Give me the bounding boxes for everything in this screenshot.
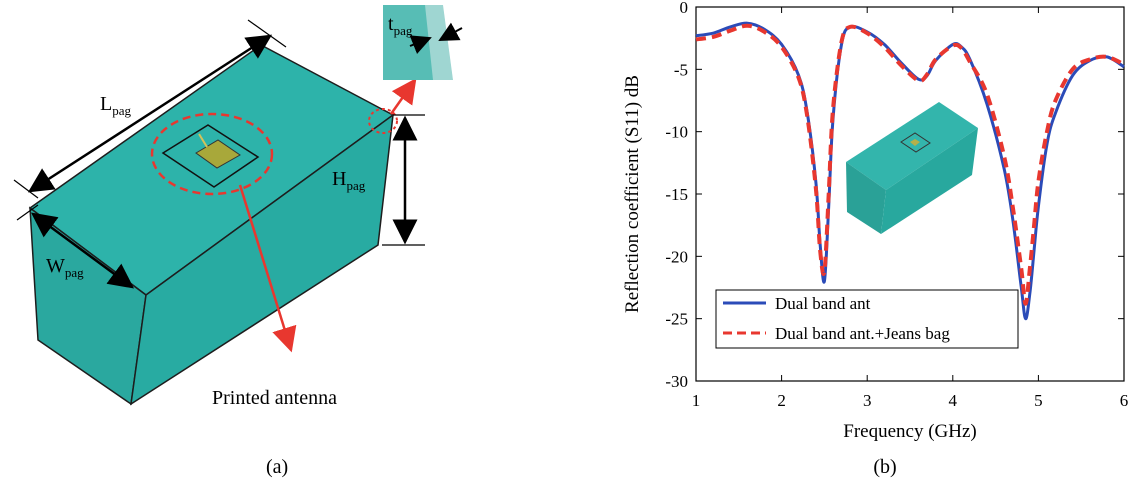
width-label: Wpag	[46, 255, 84, 280]
bag-inset	[846, 102, 978, 234]
y-tick-label: -30	[665, 372, 688, 391]
caption-a: (a)	[266, 456, 288, 478]
panel-b-chart: 1 2 3 4 5 6 0 -5 -10 -15 -20 -25 -30 Dual band ant D…	[622, 0, 1128, 478]
y-tick-label: -25	[665, 310, 688, 329]
printed-antenna-label: Printed antenna	[212, 387, 337, 409]
y-tick-label: -10	[665, 123, 688, 142]
inset-inner	[383, 5, 433, 80]
height-label: Hpag	[332, 168, 366, 193]
width-arrow	[30, 212, 135, 289]
inset-front-face	[846, 162, 886, 234]
series-line-2	[695, 23, 1125, 306]
x-tick-label: 2	[777, 391, 786, 410]
inset-top-face	[846, 102, 978, 190]
legend-label-series-1: Dual band ant	[775, 294, 871, 313]
x-tick-label: 1	[692, 391, 701, 410]
legend-box	[715, 289, 1019, 349]
length-arrow	[27, 34, 273, 193]
caption-b: (b)	[873, 456, 896, 478]
inset-antenna-substrate	[900, 132, 931, 153]
thickness-label: tpag	[388, 13, 413, 38]
x-tick-label: 3	[863, 391, 872, 410]
length-dimension: Lpag	[13, 19, 287, 199]
y-tick-label: -15	[665, 185, 688, 204]
thickness-arrow-2	[409, 35, 432, 54]
thickness-inset: tpag	[383, 5, 463, 80]
bag-box	[28, 44, 395, 406]
y-axis-label: Reflection coefficient (S11) dB	[622, 75, 643, 313]
panel-a-illustration: tpag Lpag Wpag Hpag Printed antenna (a)	[13, 5, 463, 478]
corner-pointer-arrow	[389, 77, 417, 115]
chart-curves	[695, 21, 1125, 321]
inset-antenna-patch	[910, 139, 920, 146]
axis-ticks: 1 2 3 4 5 6 0 -5 -10 -15 -20 -25 -30	[665, 0, 1128, 410]
width-dimension: Wpag	[16, 204, 135, 289]
x-tick-label: 5	[1034, 391, 1043, 410]
y-tick-label: 0	[680, 0, 689, 17]
y-tick-label: -5	[674, 60, 688, 79]
x-axis-label: Frequency (GHz)	[843, 421, 976, 442]
y-tick-label: -20	[665, 247, 688, 266]
length-label: Lpag	[100, 93, 131, 118]
thickness-arrow	[438, 22, 463, 41]
antenna-pointer-arrow	[238, 184, 297, 353]
legend-label-series-2: Dual band ant.+Jeans bag	[775, 324, 950, 343]
legend: Dual band ant Dual band ant.+Jeans bag	[715, 289, 1019, 349]
inset-side-face	[881, 128, 978, 234]
height-dimension: Hpag	[332, 114, 425, 246]
x-tick-label: 4	[949, 391, 958, 410]
x-tick-label: 6	[1120, 391, 1129, 410]
